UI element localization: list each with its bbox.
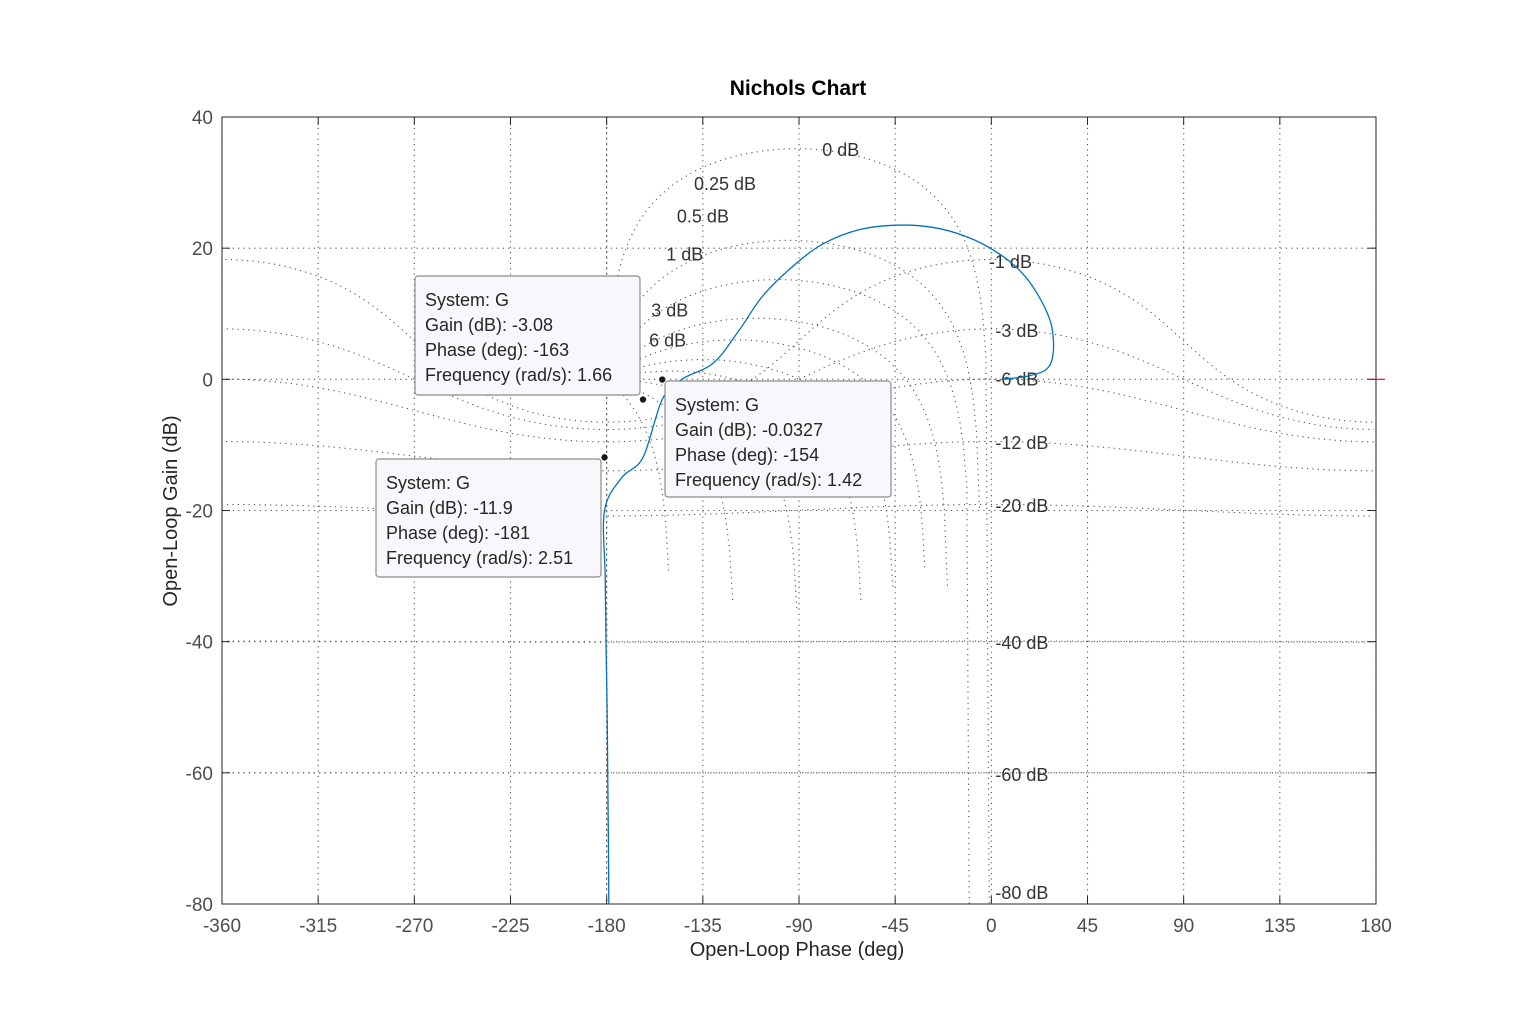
datatip: System: G Gain (dB): -3.08 Phase (deg): -1… bbox=[414, 275, 647, 404]
datatip-phase: Phase (deg): -154 bbox=[675, 445, 819, 465]
gain-contour-line bbox=[1377, 329, 1520, 430]
nichols-grid bbox=[0, 117, 1520, 1016]
series-line bbox=[602, 224, 1055, 904]
phase-contour-line bbox=[1377, 340, 1520, 571]
contour-label: 6 dB bbox=[649, 331, 686, 351]
datatip-system: System: G bbox=[425, 290, 509, 310]
x-tick-label: -90 bbox=[785, 916, 812, 937]
phase-contour-line bbox=[1377, 380, 1502, 602]
phase-contour-line bbox=[1377, 380, 1438, 570]
y-tick-label: 40 bbox=[192, 108, 213, 129]
gain-contour-line bbox=[1377, 442, 1520, 471]
datatip: System: G Gain (dB): -11.9 Phase (deg): -1… bbox=[375, 453, 609, 578]
x-tick-label: -225 bbox=[491, 916, 529, 937]
datatip-frequency: Frequency (rad/s): 1.42 bbox=[675, 470, 862, 490]
contour-label: -40 dB bbox=[995, 633, 1048, 653]
phase-contour-line bbox=[0, 340, 156, 571]
phase-contour-line bbox=[607, 317, 949, 589]
phase-contour-line bbox=[1377, 318, 1520, 588]
x-tick-label: -180 bbox=[588, 916, 626, 937]
datatip-system: System: G bbox=[675, 395, 759, 415]
datatip-phase: Phase (deg): -163 bbox=[425, 340, 569, 360]
contour-labels: 0 dB0.25 dB0.5 dB1 dB3 dB6 dB-1 dB-3 dB-… bbox=[649, 140, 1048, 903]
datatip-gain: Gain (dB): -11.9 bbox=[386, 498, 513, 518]
x-tick-label: -315 bbox=[299, 916, 337, 937]
y-tick-label: 0 bbox=[202, 370, 213, 391]
phase-contour-line bbox=[0, 318, 178, 588]
axis-ticks: -360 -315 -270 -225 -180 -135 -90 -45 0 45 90 135 18… bbox=[186, 108, 1392, 937]
x-tick-label: -360 bbox=[203, 916, 241, 937]
datatip-system: System: G bbox=[386, 473, 470, 493]
datatip-phase: Phase (deg): -181 bbox=[386, 523, 530, 543]
phase-contour-line bbox=[0, 280, 201, 1016]
phase-contour-line bbox=[1377, 379, 1520, 610]
chart-title: Nichols Chart bbox=[730, 77, 867, 100]
datatip-point bbox=[658, 375, 667, 384]
phase-contour-line bbox=[0, 360, 124, 591]
y-axis-title: Open-Loop Gain (dB) bbox=[160, 415, 182, 606]
contour-label: 0.5 dB bbox=[677, 207, 729, 227]
datatip-frequency: Frequency (rad/s): 2.51 bbox=[386, 548, 573, 568]
y-tick-label: -40 bbox=[186, 633, 213, 654]
series-layer bbox=[602, 224, 1055, 904]
contour-label: 0 dB bbox=[822, 140, 859, 160]
contour-label: -20 dB bbox=[995, 496, 1048, 516]
x-tick-label: -270 bbox=[395, 916, 433, 937]
contour-label: -6 dB bbox=[995, 369, 1038, 389]
x-axis-title: Open-Loop Phase (deg) bbox=[690, 939, 905, 961]
phase-contour-line bbox=[0, 149, 220, 904]
phase-contour-line bbox=[1377, 149, 1520, 904]
gain-contour-line bbox=[1377, 260, 1520, 423]
gain-contour-line bbox=[1377, 641, 1520, 642]
y-tick-label: -20 bbox=[186, 502, 213, 523]
gain-contour-line bbox=[1377, 379, 1520, 442]
gain-contour-line bbox=[607, 378, 1374, 443]
phase-contour-line bbox=[1377, 360, 1520, 591]
phase-contour-line bbox=[1377, 280, 1520, 1016]
contour-label: -80 dB bbox=[995, 883, 1048, 903]
contour-label: -12 dB bbox=[995, 433, 1048, 453]
contour-label: -60 dB bbox=[995, 765, 1048, 785]
phase-contour-line bbox=[1377, 240, 1520, 510]
y-tick-label: 20 bbox=[192, 239, 213, 260]
x-tick-label: 45 bbox=[1077, 916, 1098, 937]
x-tick-label: 0 bbox=[986, 916, 997, 937]
x-tick-label: -135 bbox=[684, 916, 722, 937]
datatips: System: G Gain (dB): -3.08 Phase (deg): -1… bbox=[375, 275, 892, 578]
phase-contour-line bbox=[607, 339, 926, 571]
datatip-box bbox=[664, 380, 892, 498]
contour-label: 0.25 dB bbox=[694, 174, 756, 194]
contour-label: -3 dB bbox=[995, 321, 1038, 341]
x-tick-label: 135 bbox=[1264, 916, 1296, 937]
datatip-point bbox=[600, 453, 609, 462]
datatip-gain: Gain (dB): -0.0327 bbox=[675, 420, 823, 440]
datatip-point bbox=[638, 395, 647, 404]
datatip-box bbox=[414, 275, 641, 396]
x-tick-label: -45 bbox=[881, 916, 908, 937]
x-tick-label: 180 bbox=[1360, 916, 1392, 937]
y-tick-label: -60 bbox=[186, 764, 213, 785]
gain-contour-line bbox=[1377, 505, 1520, 516]
contour-label: 3 dB bbox=[651, 300, 688, 320]
y-tick-label: -80 bbox=[186, 895, 213, 916]
phase-contour-line bbox=[1377, 371, 1520, 602]
datatip: System: G Gain (dB): -0.0327 Phase (deg): … bbox=[658, 375, 892, 498]
datatip-frequency: Frequency (rad/s): 1.66 bbox=[425, 365, 612, 385]
contour-label: 1 dB bbox=[666, 245, 703, 265]
datatip-box bbox=[375, 458, 602, 578]
phase-contour-line bbox=[0, 371, 92, 602]
phase-contour-line bbox=[0, 379, 28, 610]
phase-contour-line bbox=[607, 379, 670, 571]
datatip-gain: Gain (dB): -3.08 bbox=[425, 315, 553, 335]
x-tick-label: 90 bbox=[1173, 916, 1194, 937]
